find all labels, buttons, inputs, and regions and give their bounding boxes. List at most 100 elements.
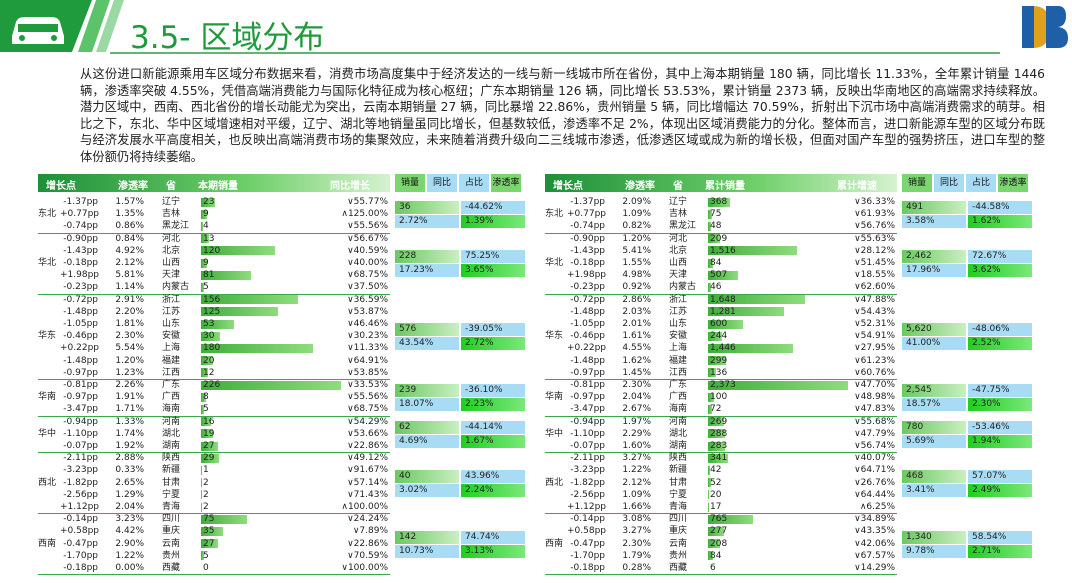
sales-value: 13 (203, 233, 215, 244)
growth-point: -0.18pp (63, 258, 98, 268)
province: 江西 (162, 367, 181, 378)
growth-point: +0.58pp (60, 526, 100, 537)
penetration: 2.90% (115, 538, 144, 549)
province: 海南 (669, 404, 688, 415)
penetration: 0.82% (622, 221, 651, 232)
penetration: 2.30% (622, 538, 651, 549)
column-header: 累计增速 (837, 181, 877, 192)
yoy-growth: ∨14.29% (854, 563, 895, 573)
sales-bar (708, 429, 725, 439)
yoy-growth: ∨55.68% (854, 416, 895, 427)
summary-cell: 2.72% (395, 215, 459, 229)
province: 河南 (669, 416, 688, 427)
penetration: 0.84% (115, 233, 144, 244)
growth-point: -0.23pp (63, 282, 98, 293)
sales-bar (201, 356, 214, 366)
sales-bar (708, 258, 713, 268)
penetration: 2.01% (622, 319, 651, 329)
sales-bar (201, 234, 210, 244)
region-label: 西南 (38, 538, 57, 549)
column-header: 省 (166, 181, 176, 192)
region-label: 东北 (545, 209, 564, 220)
province: 陕西 (669, 453, 688, 464)
region-divider (545, 415, 897, 417)
growth-point: -2.56pp (570, 489, 605, 500)
province: 贵州 (162, 550, 181, 561)
summary-cell: 1.67% (461, 434, 525, 448)
sales-bar (201, 502, 203, 512)
penetration: 2.09% (622, 197, 651, 207)
sales-bar (201, 404, 205, 414)
penetration: 5.41% (622, 245, 651, 256)
region-label: 华南 (38, 392, 57, 403)
sales-bar (708, 234, 721, 244)
sales-bar (708, 465, 711, 475)
sales-value: 75 (203, 514, 215, 525)
summary-cell: 2,462 (902, 250, 966, 264)
penetration: 3.23% (115, 514, 144, 525)
sales-bar (708, 453, 729, 463)
column-header: 省 (673, 181, 683, 192)
province: 江西 (669, 367, 688, 378)
province: 河南 (162, 416, 181, 427)
sales-value: 29 (203, 453, 215, 464)
sales-value: 288 (710, 428, 728, 439)
yoy-growth: ∨54.43% (854, 306, 895, 317)
summary-cell: 2.52% (968, 337, 1032, 351)
yoy-growth: ∨36.33% (854, 197, 895, 207)
logo (1046, 6, 1068, 48)
yoy-growth: ∨62.60% (854, 282, 895, 293)
sales-value: 30 (203, 331, 215, 342)
yoy-growth: ∨57.14% (347, 477, 388, 488)
sales-bar (708, 478, 712, 488)
penetration: 1.14% (115, 282, 144, 293)
growth-point: +0.58pp (567, 526, 607, 537)
growth-point: -0.18pp (570, 563, 605, 573)
penetration: 2.65% (115, 477, 144, 488)
sales-value: 600 (710, 319, 728, 329)
penetration: 1.92% (115, 441, 144, 451)
summary-cell: 62 (395, 420, 459, 434)
sales-value: 8 (203, 392, 209, 403)
summary-cell: 58.54% (968, 530, 1032, 544)
summary-cell: 239 (395, 384, 459, 398)
growth-point: -0.90pp (570, 233, 605, 244)
penetration: 3.08% (622, 514, 651, 525)
growth-point: -1.82pp (63, 477, 98, 488)
growth-point: +0.77pp (567, 209, 607, 220)
summary-cell: 74.74% (461, 530, 525, 544)
sales-bar (708, 221, 711, 231)
growth-point: -0.07pp (570, 441, 605, 451)
province: 辽宁 (162, 197, 181, 207)
penetration: 3.27% (622, 453, 651, 464)
sales-value: 244 (710, 331, 728, 342)
growth-point: -1.48pp (63, 306, 98, 317)
growth-point: -0.14pp (63, 514, 98, 525)
sales-bar (201, 514, 248, 524)
growth-point: +1.12pp (567, 502, 607, 512)
yoy-growth: ∨22.86% (347, 441, 388, 451)
sales-value: 180 (203, 343, 221, 354)
region-divider (545, 513, 897, 515)
page-title: 3.5- 区域分布 (130, 20, 325, 56)
summary-cell: 40 (395, 469, 459, 483)
province: 甘肃 (669, 477, 688, 488)
penetration: 1.09% (622, 209, 651, 220)
yoy-growth: ∨51.45% (854, 258, 895, 268)
penetration: 2.12% (622, 477, 651, 488)
growth-point: -0.72pp (63, 294, 98, 305)
region-divider (38, 415, 390, 417)
column-header: 增长点 (46, 181, 76, 192)
penetration: 0.33% (115, 465, 144, 476)
province: 河北 (669, 233, 688, 244)
sales-value: 100 (710, 392, 728, 403)
yoy-growth: ∨24.24% (347, 514, 388, 525)
sales-value: 125 (203, 306, 221, 317)
summary-cell: 3.41% (902, 483, 966, 497)
province: 青海 (669, 502, 688, 512)
growth-point: -1.43pp (570, 245, 605, 256)
summary-cell: 3.13% (461, 544, 525, 558)
province: 福建 (162, 355, 181, 366)
growth-point: -0.97pp (63, 367, 98, 378)
